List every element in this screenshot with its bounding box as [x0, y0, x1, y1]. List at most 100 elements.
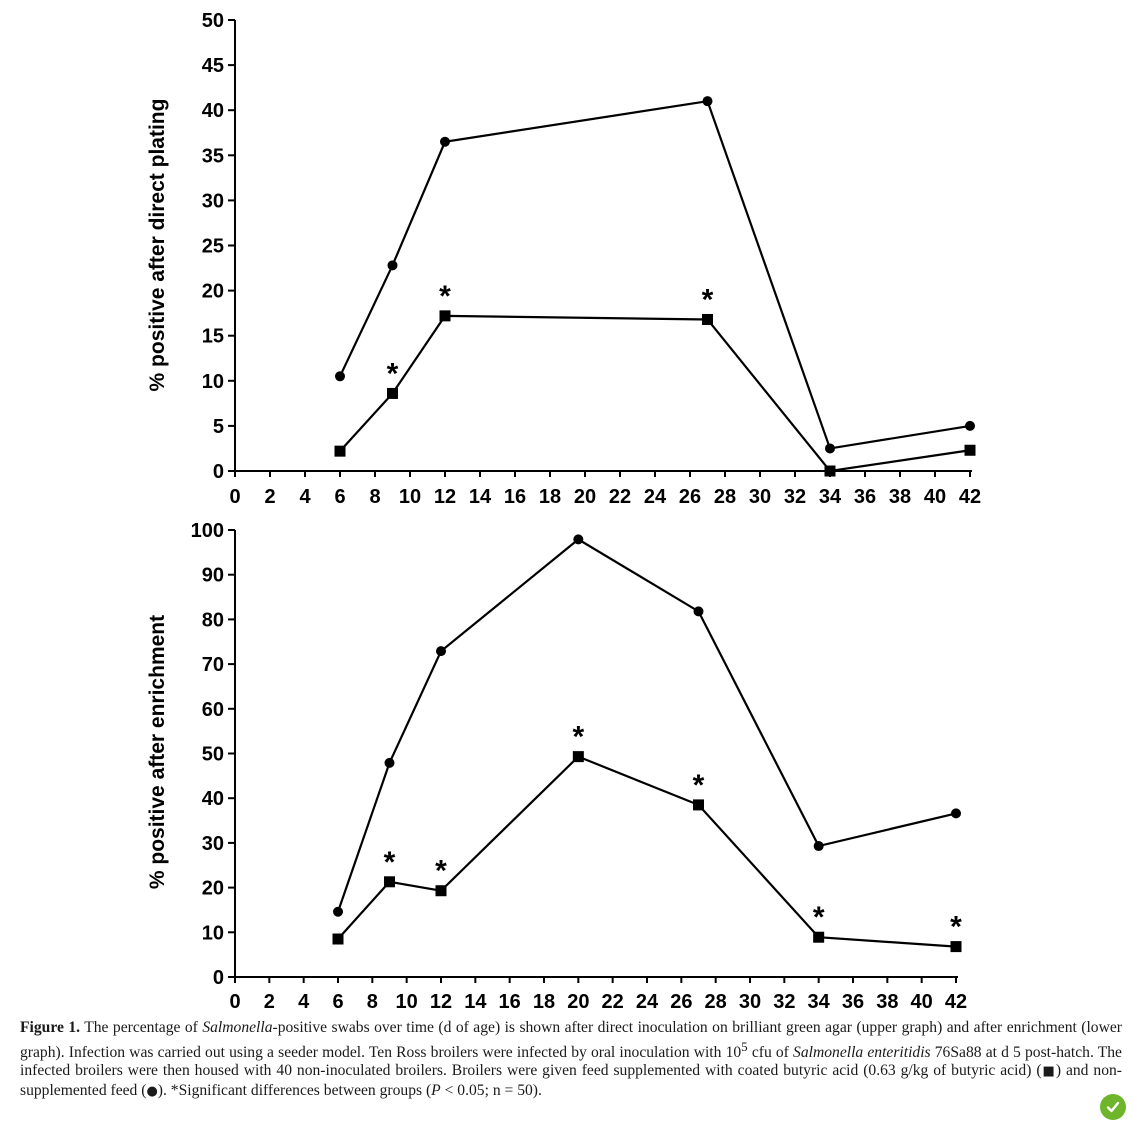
data-point-circle	[387, 260, 398, 271]
figure-caption: Figure 1. The percentage of Salmonella-p…	[20, 1019, 1122, 1102]
x-tick-label: 22	[609, 486, 631, 508]
caption-text: ) and non-supplemented feed (	[20, 1062, 1122, 1099]
x-tick-label: 10	[396, 991, 418, 1013]
significance-marker: *	[387, 357, 399, 390]
x-tick-label: 42	[945, 991, 967, 1013]
y-tick-label: 100	[191, 520, 224, 542]
x-tick-label: 16	[504, 486, 526, 508]
x-tick-label: 34	[808, 991, 831, 1013]
y-tick-label: 5	[213, 416, 224, 438]
data-point-circle	[825, 443, 835, 454]
significance-marker: *	[693, 769, 705, 802]
x-tick-label: 6	[332, 991, 343, 1013]
x-tick-label: 42	[959, 486, 981, 508]
data-point-square	[693, 799, 704, 811]
x-tick-label: 26	[670, 991, 692, 1013]
data-point-circle	[965, 420, 975, 431]
data-point-square	[334, 445, 346, 457]
x-tick-label: 40	[911, 991, 933, 1013]
x-tick-label: 8	[367, 991, 378, 1013]
caption-italic-text: P	[431, 1081, 441, 1099]
data-point-circle	[702, 96, 713, 107]
data-point-square	[813, 931, 825, 943]
x-tick-label: 0	[229, 991, 240, 1013]
circle-marker-icon: ●	[146, 1083, 158, 1099]
series-line-circle	[336, 538, 957, 913]
data-point-circle	[335, 371, 345, 382]
y-axis-title: % positive after direct plating	[146, 99, 169, 392]
x-tick-label: 0	[229, 486, 240, 508]
y-tick-label: 40	[202, 788, 224, 810]
caption-text: -positive swabs over time (d of age) is …	[20, 1019, 1122, 1061]
check-leaf-glyph	[1106, 1101, 1120, 1113]
y-tick-label: 50	[202, 10, 224, 32]
caption-text: ). *Significant differences between grou…	[157, 1081, 432, 1099]
data-point-square	[572, 751, 584, 763]
x-tick-label: 22	[602, 991, 624, 1013]
y-tick-label: 60	[202, 699, 224, 721]
x-tick-label: 10	[399, 486, 421, 508]
series-line-square	[339, 314, 971, 473]
x-tick-label: 18	[533, 991, 555, 1013]
x-tick-label: 2	[264, 991, 275, 1013]
y-tick-label: 10	[202, 922, 224, 944]
data-point-square	[384, 876, 395, 888]
y-tick-label: 20	[202, 281, 224, 303]
caption-superscript: 5	[741, 1038, 748, 1054]
caption-text: The percentage of	[80, 1019, 203, 1036]
data-point-circle	[440, 136, 450, 147]
y-tick-label: 45	[202, 55, 224, 77]
data-point-square	[435, 885, 447, 897]
x-tick-label: 20	[567, 991, 589, 1013]
caption-text: cfu of	[747, 1043, 794, 1061]
y-tick-label: 20	[202, 878, 224, 900]
x-tick-label: 28	[705, 991, 727, 1013]
data-point-square	[824, 465, 836, 477]
data-point-circle	[384, 757, 395, 768]
data-point-square	[702, 313, 713, 325]
y-tick-label: 10	[202, 371, 224, 393]
x-tick-label: 18	[539, 486, 561, 508]
data-point-circle	[573, 534, 584, 545]
y-tick-label: 70	[202, 654, 224, 676]
data-point-square	[964, 444, 976, 456]
significance-marker: *	[439, 280, 451, 313]
x-tick-label: 28	[714, 486, 736, 508]
data-point-square	[439, 310, 451, 322]
y-tick-label: 0	[213, 461, 224, 483]
x-tick-label: 6	[334, 486, 345, 508]
y-tick-label: 35	[202, 145, 224, 167]
data-point-circle	[436, 646, 446, 657]
x-tick-label: 24	[644, 486, 667, 508]
significance-marker: *	[813, 901, 825, 934]
caption-text: < 0.05; n = 50).	[440, 1081, 542, 1099]
caption-italic-text: Salmonella	[202, 1019, 273, 1036]
x-tick-label: 12	[434, 486, 456, 508]
x-tick-label: 2	[264, 486, 275, 508]
caption-text: 76Sa88 at d 5 post-hatch. The infected b…	[20, 1043, 1122, 1080]
x-tick-label: 4	[299, 486, 311, 508]
series-line-square	[337, 755, 957, 948]
y-axis-title: % positive after enrichment	[146, 615, 169, 889]
x-tick-label: 8	[369, 486, 380, 508]
caption-figure-label: Figure 1.	[20, 1019, 81, 1036]
x-tick-label: 20	[574, 486, 596, 508]
data-point-square	[950, 941, 962, 953]
data-point-circle	[951, 808, 961, 819]
x-tick-label: 4	[298, 991, 310, 1013]
data-point-circle	[693, 606, 704, 617]
significance-marker: *	[572, 721, 584, 754]
significance-marker: *	[950, 911, 962, 944]
x-tick-label: 38	[889, 486, 911, 508]
significance-marker: *	[435, 855, 447, 888]
x-tick-label: 32	[773, 991, 795, 1013]
x-tick-label: 24	[636, 991, 659, 1013]
significance-marker: *	[702, 283, 714, 316]
check-leaf-icon[interactable]	[1100, 1094, 1126, 1120]
series-line-circle	[339, 99, 971, 450]
significance-marker: *	[384, 846, 396, 879]
x-tick-label: 14	[464, 991, 487, 1013]
y-tick-label: 15	[202, 326, 224, 348]
